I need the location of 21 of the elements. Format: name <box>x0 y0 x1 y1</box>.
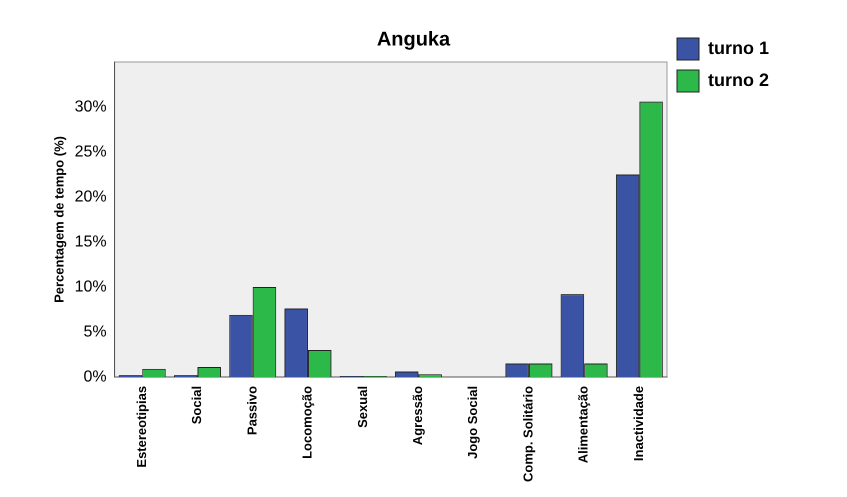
y-tick-label: 30% <box>74 98 107 116</box>
y-axis-title: Percentagem de tempo (%) <box>51 136 66 303</box>
y-tick-label: 0% <box>84 368 107 386</box>
y-tick-label: 20% <box>74 188 107 206</box>
x-tick-label: Estereotipias <box>134 386 149 468</box>
x-tick-label: Passivo <box>244 386 260 436</box>
x-tick-label: Social <box>189 386 204 424</box>
x-tick-label: Agressão <box>410 386 426 446</box>
x-tick-label: Inactividade <box>630 386 646 462</box>
legend-label: turno 1 <box>708 38 770 58</box>
y-tick-label: 25% <box>74 143 107 160</box>
x-tick-label: Comp. Solitário <box>520 386 536 482</box>
x-tick-label: Jogo Social <box>465 386 480 459</box>
y-tick-label: 10% <box>74 278 107 296</box>
chart-title: Anguka <box>376 28 452 51</box>
x-tick-label: Locomoção <box>300 386 315 459</box>
y-tick-label: 5% <box>84 323 107 340</box>
y-tick-label: 15% <box>74 233 107 250</box>
x-tick-label: Sexual <box>354 386 370 428</box>
legend-label: turno 2 <box>708 70 770 90</box>
x-tick-label: Alimentação <box>576 386 591 464</box>
